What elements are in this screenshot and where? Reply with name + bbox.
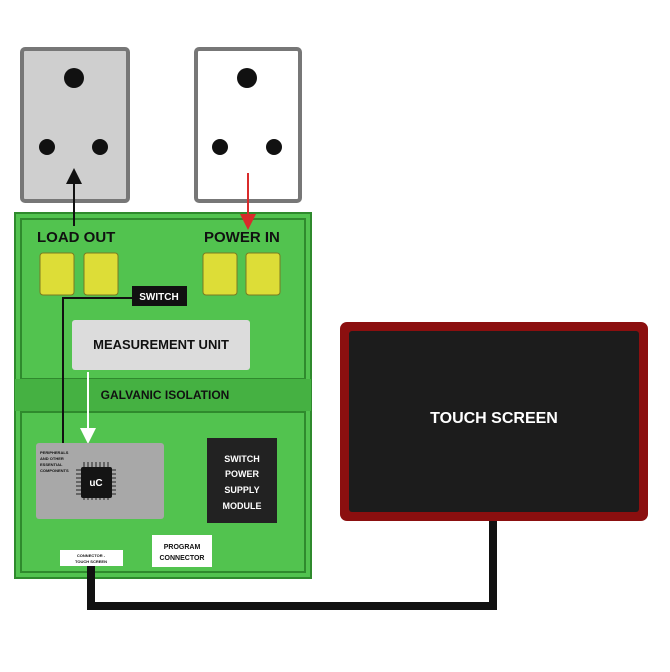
touch-screen-connector-label-1: CONNECTOR - (77, 553, 106, 558)
galvanic-isolation-band (15, 379, 311, 411)
program-connector-box (152, 535, 212, 567)
touch-screen-connector-label-2: TOUCH SCREEN (75, 559, 107, 564)
smps-label-2: POWER (225, 469, 260, 479)
smps-label-1: SWITCH (224, 454, 260, 464)
power-in-label: POWER IN (204, 229, 280, 246)
measurement-unit-box (72, 320, 250, 370)
switch-box (132, 286, 187, 306)
microcontroller-chip: uC (76, 462, 116, 500)
switch-control-wire (62, 297, 132, 443)
peripherals-label-1: PERIPHERALS (40, 450, 69, 455)
power-terminals (202, 252, 281, 296)
touch-screen-cable (87, 519, 497, 610)
touch-screen-label: TOUCH SCREEN (430, 410, 558, 427)
power-in-socket (194, 47, 302, 203)
program-connector-label-1: PROGRAM (164, 544, 201, 551)
smps-label-3: SUPPLY (224, 485, 259, 495)
touch-screen-connector-box (60, 550, 123, 566)
switch-power-supply-box (207, 438, 277, 523)
uc-label: uC (89, 478, 102, 489)
load-out-label: LOAD OUT (37, 229, 115, 246)
switch-label: SWITCH (139, 292, 178, 303)
program-connector-label-2: CONNECTOR (160, 555, 205, 562)
microcontroller-module: PERIPHERALS AND OTHER ESSENTIAL COMPONEN… (36, 443, 164, 519)
load-out-socket (20, 47, 130, 203)
touch-screen: TOUCH SCREEN (340, 322, 648, 521)
galvanic-isolation-label: GALVANIC ISOLATION (101, 388, 230, 402)
peripherals-label-3: ESSENTIAL (40, 462, 63, 467)
smps-label-4: MODULE (223, 501, 262, 511)
peripherals-label-2: AND OTHER (40, 456, 64, 461)
peripherals-label-4: COMPONENTS (40, 468, 69, 473)
measurement-unit-label: MEASUREMENT UNIT (93, 337, 229, 352)
load-terminals (39, 252, 119, 296)
